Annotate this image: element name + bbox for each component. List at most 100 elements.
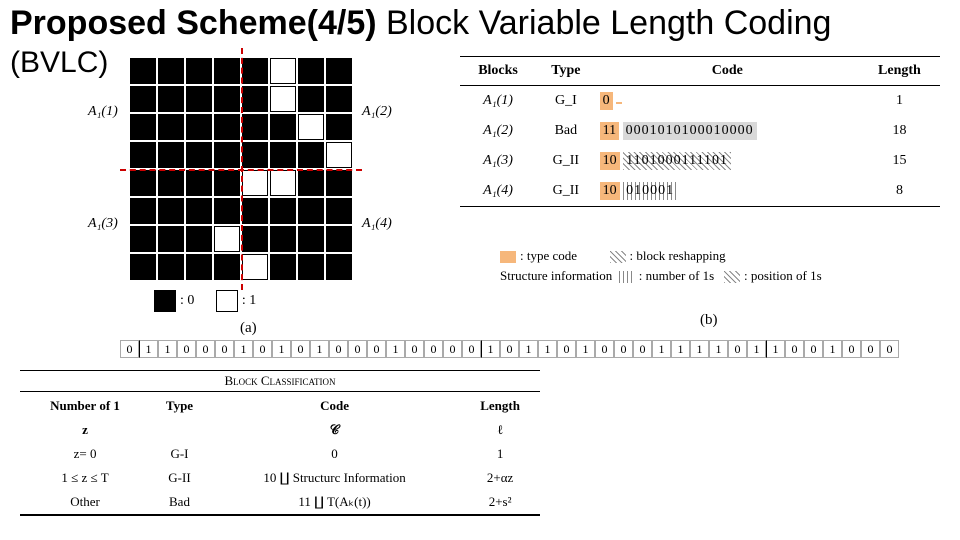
cell — [158, 170, 184, 196]
bt-s3: 𝒞 — [209, 418, 460, 442]
th-type: Type — [536, 57, 596, 86]
bit: 0 — [329, 340, 348, 358]
cell — [186, 254, 212, 280]
cell — [186, 114, 212, 140]
cell — [242, 226, 268, 252]
bit: 1 — [823, 340, 842, 358]
cell — [242, 142, 268, 168]
rt-code: 0 — [596, 86, 859, 117]
cell — [242, 58, 268, 84]
cell — [130, 226, 156, 252]
bt-type: G-II — [150, 466, 209, 490]
rt-type: G_II — [536, 176, 596, 207]
swatch-orange — [500, 251, 516, 263]
bit: 0 — [462, 340, 481, 358]
caption-a: (a) — [240, 320, 257, 337]
cell — [326, 198, 352, 224]
bit: 1 — [481, 340, 500, 358]
bt-h1: Number of 1 — [20, 394, 150, 418]
th-blocks: Blocks — [460, 57, 536, 86]
bitstring: 0110001010100010000101101000111101100100… — [120, 340, 899, 358]
bit: 0 — [842, 340, 861, 358]
cell — [130, 58, 156, 84]
bit: 0 — [728, 340, 747, 358]
swatch-vhatch — [619, 271, 635, 283]
cell — [270, 226, 296, 252]
bit: 1 — [747, 340, 766, 358]
cell — [130, 170, 156, 196]
cell — [214, 114, 240, 140]
cell — [214, 254, 240, 280]
cell — [270, 114, 296, 140]
th-code: Code — [596, 57, 859, 86]
cell — [242, 86, 268, 112]
th-len: Length — [859, 57, 940, 86]
bt-len: 2+s² — [460, 490, 540, 515]
codes-table: Blocks Type Code Length A₁(1)G_I0 1A₁(2)… — [460, 56, 940, 207]
cell — [298, 142, 324, 168]
bit: 1 — [519, 340, 538, 358]
bt-code: 10 ∐ Structurc Information — [209, 466, 460, 490]
cell — [186, 58, 212, 84]
cell — [214, 142, 240, 168]
cell — [298, 86, 324, 112]
rt-type: G_II — [536, 146, 596, 176]
cell — [298, 254, 324, 280]
rt-len: 15 — [859, 146, 940, 176]
cell — [326, 142, 352, 168]
bt-type: Bad — [150, 490, 209, 515]
legend-type-code: : type code — [520, 248, 577, 263]
bit: 0 — [196, 340, 215, 358]
cell — [130, 114, 156, 140]
cell — [298, 114, 324, 140]
cell — [158, 254, 184, 280]
bit: 0 — [215, 340, 234, 358]
rt-len: 1 — [859, 86, 940, 117]
cell — [270, 86, 296, 112]
label-br: A₁(4) — [362, 216, 392, 232]
cell — [270, 58, 296, 84]
page-title: Proposed Scheme(4/5) Block Variable Leng… — [10, 4, 831, 43]
bit: 0 — [443, 340, 462, 358]
legend-struct-label: Structure information — [500, 268, 612, 283]
cell — [270, 170, 296, 196]
cell — [158, 226, 184, 252]
bt-s4: ℓ — [460, 418, 540, 442]
cell — [158, 198, 184, 224]
cell — [298, 198, 324, 224]
bit: 1 — [158, 340, 177, 358]
legend-1: : 1 — [242, 293, 256, 308]
bit: 0 — [405, 340, 424, 358]
title-bold: Proposed Scheme(4/5) — [10, 4, 377, 42]
cell — [130, 86, 156, 112]
bit: 1 — [272, 340, 291, 358]
rt-block: A₁(4) — [460, 176, 536, 207]
bt-len: 2+αz — [460, 466, 540, 490]
cell — [214, 86, 240, 112]
label-tl: A₁(1) — [88, 104, 118, 120]
bt-code: 11 ∐ T(Aₖ(t)) — [209, 490, 460, 515]
label-tr: A₁(2) — [362, 104, 392, 120]
legend-num1s: : number of 1s — [639, 268, 714, 283]
cell — [298, 226, 324, 252]
swatch-black — [154, 290, 176, 312]
bit: 1 — [766, 340, 785, 358]
bit: 1 — [576, 340, 595, 358]
cell — [326, 58, 352, 84]
bt-z: Other — [20, 490, 150, 515]
bt-s1: z — [20, 418, 150, 442]
cell — [186, 86, 212, 112]
bt-z: 1 ≤ z ≤ T — [20, 466, 150, 490]
cell — [270, 198, 296, 224]
bit: 0 — [557, 340, 576, 358]
rt-type: G_I — [536, 86, 596, 117]
bt-z: z= 0 — [20, 442, 150, 466]
cell — [270, 142, 296, 168]
bit: 0 — [861, 340, 880, 358]
bit: 1 — [538, 340, 557, 358]
bit: 1 — [671, 340, 690, 358]
cell — [242, 114, 268, 140]
bit: 0 — [120, 340, 139, 358]
cell — [242, 198, 268, 224]
rt-block: A₁(3) — [460, 146, 536, 176]
